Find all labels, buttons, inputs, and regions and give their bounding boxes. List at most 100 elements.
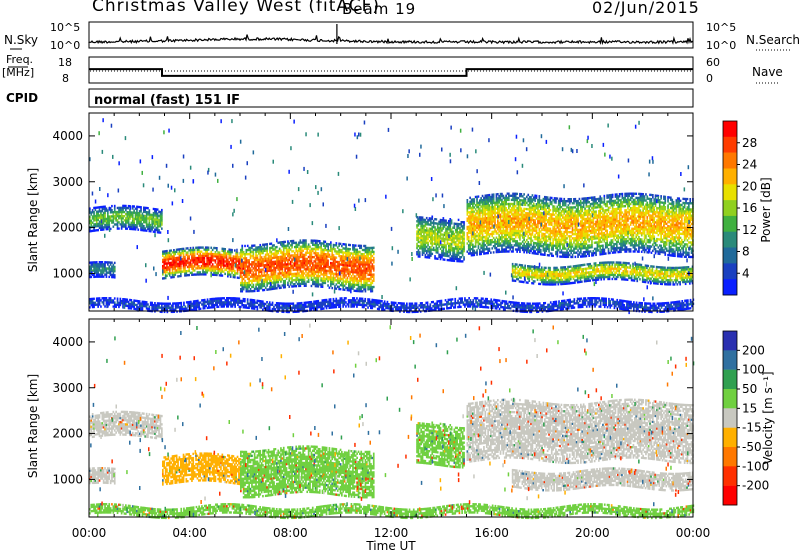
echo-cell [276, 258, 278, 261]
echo-cell [349, 254, 351, 257]
echo-cell [101, 226, 104, 229]
echo-cell [495, 211, 498, 215]
echo-cell [166, 262, 168, 265]
echo-cell [434, 226, 436, 229]
echo-cell [256, 246, 259, 249]
echo-cell [109, 207, 112, 210]
echo-cell [467, 205, 470, 208]
echo-cell [112, 267, 115, 271]
echo-cell [501, 223, 503, 227]
echo-cell [260, 264, 263, 267]
echo-cell [270, 261, 273, 264]
echo-cell [204, 248, 207, 251]
echo-cell [186, 259, 189, 262]
echo-cell [520, 246, 523, 249]
echo-cell [316, 281, 318, 284]
echo-cell [186, 251, 189, 254]
echo-cell [231, 259, 233, 262]
echo-cell [501, 198, 503, 202]
echo-cell [538, 244, 541, 247]
echo-cell [285, 267, 288, 270]
echo-cell [127, 213, 130, 216]
echo-cell [541, 205, 543, 209]
echo-cell [469, 248, 471, 251]
echo-cell [506, 223, 509, 226]
echo-cell [258, 250, 260, 253]
echo-cell [258, 266, 260, 270]
echo-cell [434, 238, 436, 241]
echo-cell [526, 212, 528, 215]
echo-cell [360, 271, 363, 274]
echo-cell [452, 251, 454, 254]
echo-cell [323, 259, 325, 262]
echo-cell [156, 214, 159, 217]
echo-cell [535, 194, 538, 198]
echo-cell [202, 256, 204, 260]
echo-cell [241, 267, 244, 270]
echo-cell [517, 232, 520, 235]
echo-cell [324, 277, 327, 281]
echo-cell [100, 212, 102, 215]
echo-cell [474, 241, 477, 244]
echo-cell [472, 216, 474, 220]
echo-cell [266, 282, 268, 285]
echo-cell [113, 265, 116, 269]
echo-cell [217, 251, 219, 254]
echo-cell [494, 211, 496, 215]
echo-cell [513, 217, 516, 220]
echo-cell [336, 277, 339, 280]
echo-cell [514, 225, 517, 228]
echo-cell [508, 246, 510, 249]
echo-cell [472, 251, 474, 255]
echo-cell [418, 253, 421, 256]
echo-cell [246, 281, 249, 285]
echo-cell [258, 281, 260, 284]
echo-cell [296, 282, 299, 286]
echo-cell [192, 252, 195, 256]
echo-cell [192, 261, 195, 264]
echo-cell [498, 211, 500, 214]
echo-cell [100, 275, 102, 278]
echo-cell [289, 271, 292, 274]
echo-cell [305, 245, 307, 248]
echo-cell [521, 195, 524, 198]
echo-cell [152, 207, 155, 211]
echo-cell [367, 253, 369, 256]
echo-cell [346, 260, 349, 263]
echo-cell [112, 211, 115, 214]
echo-cell [474, 233, 477, 236]
echo-cell [421, 218, 424, 221]
echo-cell [559, 247, 561, 250]
echo-cell [353, 264, 356, 268]
echo-cell [352, 252, 354, 255]
echo-cell [366, 251, 368, 254]
echo-cell [450, 240, 453, 244]
echo-cell [211, 269, 214, 272]
echo-cell [196, 271, 199, 274]
echo-cell [161, 213, 163, 216]
echo-cell [255, 283, 257, 286]
echo-cell [453, 251, 456, 254]
echo-cell [158, 223, 160, 226]
echo-cell [331, 286, 334, 290]
echo-cell [185, 247, 188, 250]
echo-cell [339, 271, 342, 274]
echo-cell [503, 248, 506, 251]
echo-cell [446, 227, 449, 231]
echo-cell [141, 216, 144, 219]
echo-cell [497, 242, 499, 245]
echo-cell [460, 256, 463, 259]
nsearch-tick-top: 10^5 [706, 21, 736, 34]
echo-cell [203, 260, 206, 264]
echo-cell [111, 209, 113, 212]
echo-cell [452, 236, 454, 240]
echo-cell [174, 261, 177, 264]
echo-cell [418, 222, 421, 225]
echo-cell [195, 256, 197, 260]
echo-cell [120, 212, 123, 216]
echo-cell [442, 252, 445, 255]
echo-cell [313, 243, 316, 247]
echo-cell [299, 239, 302, 242]
echo-cell [203, 262, 206, 266]
echo-cell [318, 264, 321, 268]
